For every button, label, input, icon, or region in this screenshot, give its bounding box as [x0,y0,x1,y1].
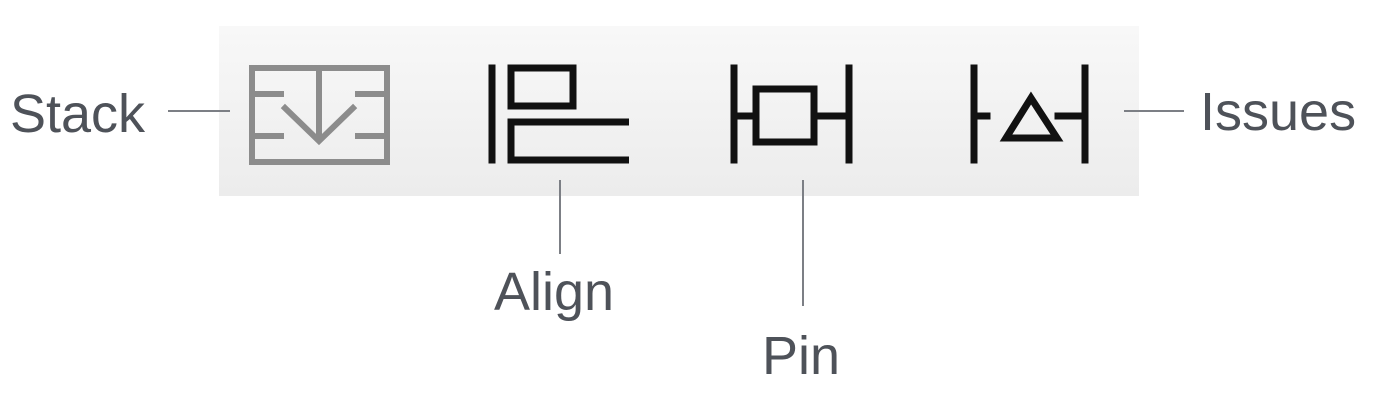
stack-button[interactable] [219,26,419,196]
stack-callout-line [168,110,230,112]
stack-callout-label: Stack [10,84,146,144]
stack-icon [249,65,390,165]
pin-icon [730,64,853,164]
align-icon [488,64,629,164]
issues-icon [970,64,1089,164]
pin-button[interactable] [699,26,869,196]
align-button[interactable] [459,26,629,196]
issues-button[interactable] [939,26,1109,196]
pin-callout-label: Pin [762,326,841,386]
align-callout-line [559,180,561,254]
issues-callout-label: Issues [1200,82,1357,142]
pin-callout-line [802,180,804,306]
issues-callout-line [1124,110,1184,112]
autolayout-toolbar [219,26,1139,196]
align-callout-label: Align [494,262,615,322]
